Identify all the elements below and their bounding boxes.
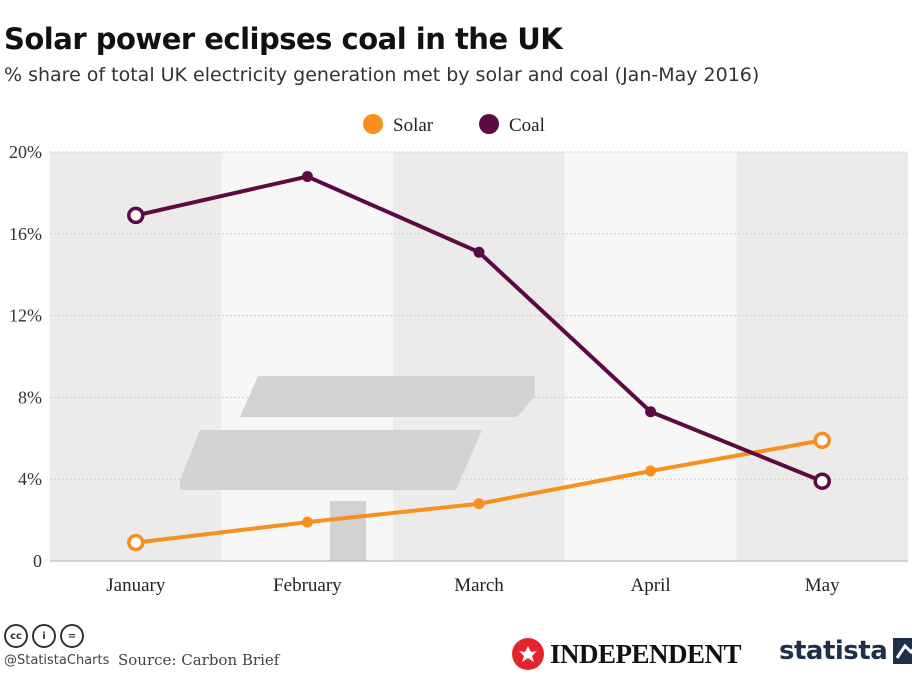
independent-logo: INDEPENDENT [512,638,742,670]
data-point [301,171,313,183]
solar-panel-tile [420,376,535,417]
y-tick-label: 20% [9,142,42,162]
x-tick-label: March [454,575,504,596]
license-icons: cc i = [4,624,84,648]
data-point [127,206,145,225]
y-tick-label: 0 [33,551,42,571]
data-point [813,472,831,490]
legend-marker [363,114,383,134]
solar-panel-tile [180,430,297,490]
x-tick-label: January [106,575,166,596]
y-tick-label: 4% [18,469,42,489]
data-point [645,465,657,477]
y-tick-label: 16% [9,224,42,244]
category-band [736,152,908,561]
data-point [473,498,485,510]
data-point [473,246,485,258]
statista-handle: @StatistaCharts [4,653,110,668]
y-tick-label: 8% [18,387,42,407]
data-point [813,431,831,450]
chart-subtitle: % share of total UK electricity generati… [4,64,760,86]
cc-icon: cc [4,624,28,648]
by-icon: i [32,624,56,648]
statista-logo: statista [779,636,912,666]
solar-panel-tile [360,430,482,490]
legend-label: Coal [509,115,545,136]
line-chart: 0 4% 8% 12% 16% 20% January February March April M… [9,114,908,596]
statista-mark-icon [893,638,912,664]
solar-panel-tile [240,376,352,417]
independent-logo-text: INDEPENDENT [550,638,742,669]
chart-title: Solar power eclipses coal in the UK [4,22,563,56]
solar-panel-tile [330,376,442,417]
data-point [301,516,313,528]
category-band [221,152,394,561]
data-point [127,533,145,552]
x-tick-label: February [273,575,342,596]
source-note: Source: Carbon Brief [118,651,280,669]
x-tick-label: May [805,575,840,596]
x-tick-label: April [631,575,671,596]
data-point [645,406,657,418]
nd-icon: = [60,624,84,648]
statista-logo-text: statista [779,636,888,666]
eagle-icon [512,638,544,670]
solar-panel-post [330,501,366,561]
y-tick-label: 12% [9,306,42,326]
legend-marker [479,114,499,134]
solar-panel-tile [270,430,386,490]
legend-label: Solar [393,115,434,136]
